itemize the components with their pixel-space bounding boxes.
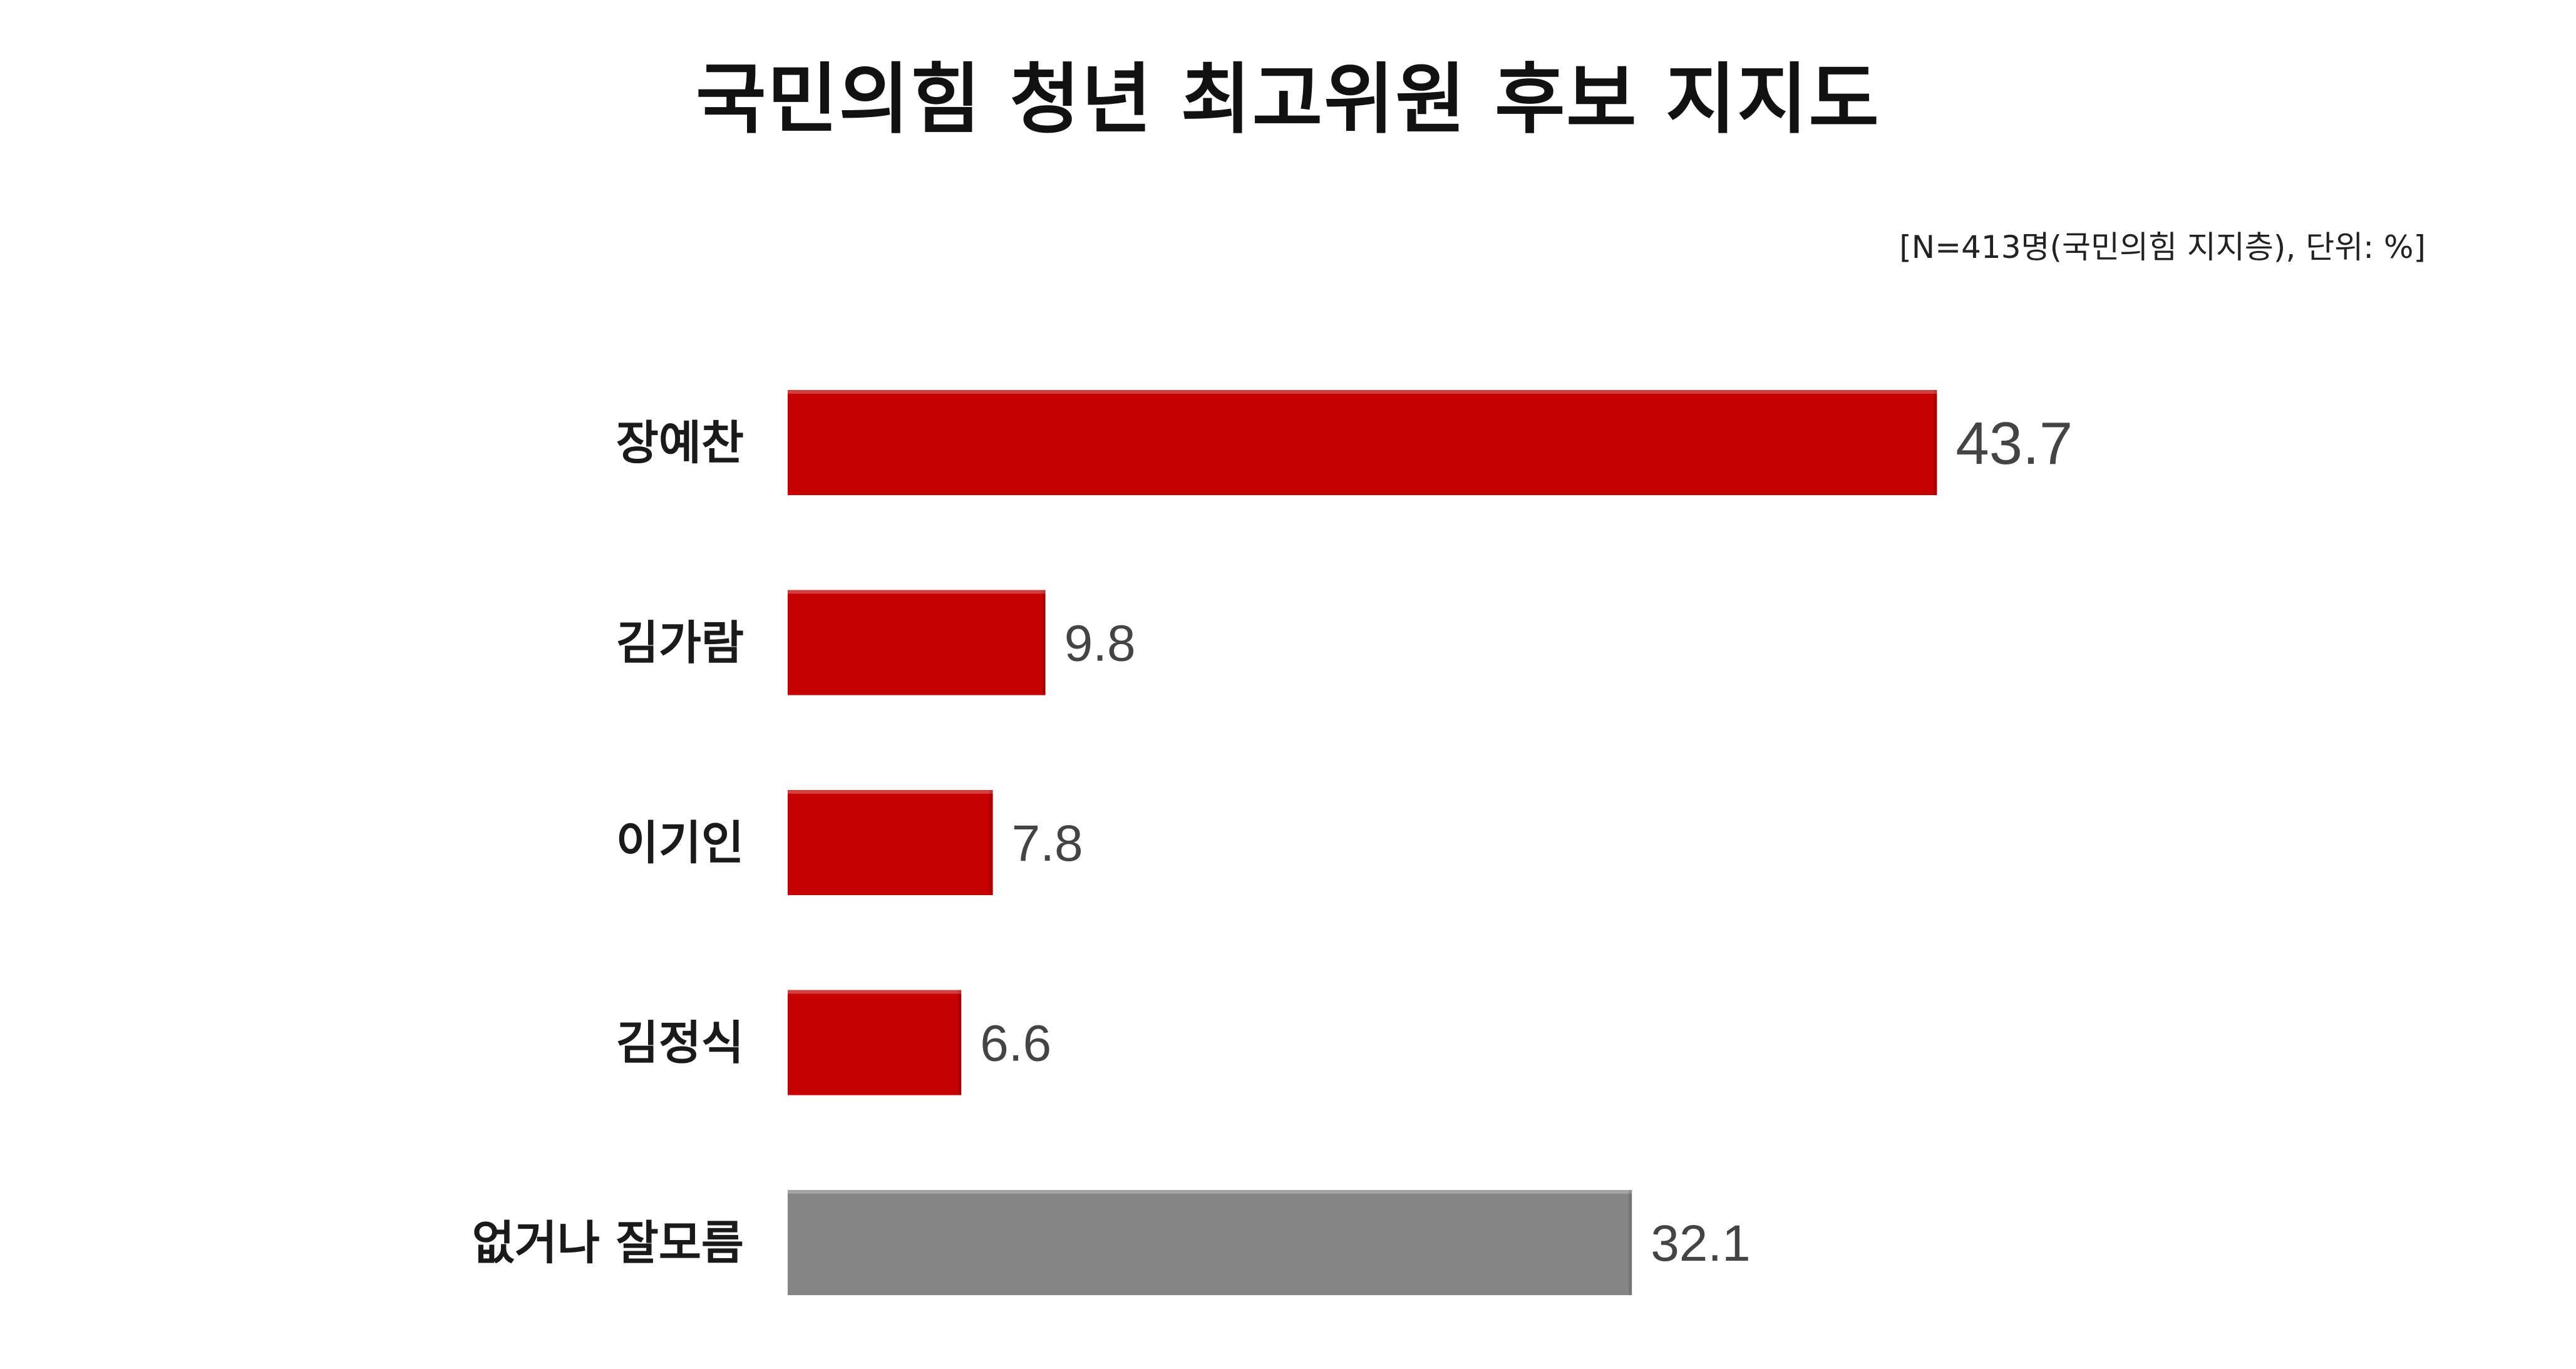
bar-group: 김정식 6.6 <box>616 990 1051 1095</box>
bar-group: 장예찬 43.7 <box>616 390 2073 495</box>
bar <box>788 1190 1632 1295</box>
bar <box>788 790 993 895</box>
bar-edge <box>989 790 993 895</box>
chart-title: 국민의힘 청년 최고위원 후보 지지도 <box>696 55 1880 144</box>
bar-highlight <box>788 390 1937 394</box>
value-label: 43.7 <box>1955 410 2073 477</box>
bar-edge <box>958 990 962 1095</box>
bar-group: 이기인 7.8 <box>616 790 1083 895</box>
bar-edge <box>1042 590 1046 695</box>
value-label: 7.8 <box>1012 815 1083 872</box>
category-label: 없거나 잘모름 <box>472 1216 744 1270</box>
bar-highlight <box>788 590 1046 594</box>
bar-edge <box>1934 390 1937 495</box>
chart-note: [N=413명(국민의힘 지지층), 단위: %] <box>1899 229 2426 265</box>
bar-highlight <box>788 790 993 794</box>
category-label: 김가람 <box>616 617 744 670</box>
value-label: 32.1 <box>1651 1215 1751 1272</box>
value-label: 9.8 <box>1064 615 1136 672</box>
bar <box>788 990 962 1095</box>
bar-highlight <box>788 1190 1632 1194</box>
category-label: 이기인 <box>616 816 744 870</box>
bar-group: 없거나 잘모름 32.1 <box>472 1190 1751 1295</box>
bar <box>788 390 1937 495</box>
category-label: 김정식 <box>616 1017 744 1070</box>
bar-edge <box>1629 1190 1632 1295</box>
value-label: 6.6 <box>980 1015 1051 1072</box>
category-label: 장예찬 <box>616 416 744 470</box>
bar-group: 김가람 9.8 <box>616 590 1136 695</box>
bar <box>788 590 1046 695</box>
bar-highlight <box>788 990 962 994</box>
